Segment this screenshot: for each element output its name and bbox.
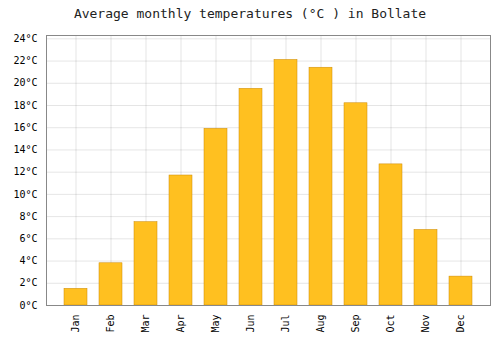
svg-text:May: May	[210, 315, 221, 333]
svg-text:Jul: Jul	[280, 315, 291, 333]
svg-text:16°C: 16°C	[13, 122, 37, 133]
svg-text:Jun: Jun	[245, 315, 256, 333]
svg-text:24°C: 24°C	[13, 33, 37, 44]
svg-text:12°C: 12°C	[13, 166, 37, 177]
svg-text:Sep: Sep	[350, 315, 361, 333]
svg-text:2°C: 2°C	[19, 277, 37, 288]
svg-text:8°C: 8°C	[19, 211, 37, 222]
svg-text:4°C: 4°C	[19, 255, 37, 266]
svg-text:Jan: Jan	[70, 315, 81, 333]
svg-text:10°C: 10°C	[13, 189, 37, 200]
svg-text:0°C: 0°C	[19, 300, 37, 311]
svg-text:Oct: Oct	[385, 315, 396, 333]
svg-text:Feb: Feb	[105, 315, 116, 333]
svg-text:22°C: 22°C	[13, 55, 37, 66]
svg-text:Dec: Dec	[455, 315, 466, 333]
svg-text:Aug: Aug	[315, 315, 326, 333]
svg-text:14°C: 14°C	[13, 144, 37, 155]
svg-text:Mar: Mar	[140, 315, 151, 333]
svg-text:6°C: 6°C	[19, 233, 37, 244]
svg-text:Nov: Nov	[420, 315, 431, 333]
svg-text:20°C: 20°C	[13, 77, 37, 88]
svg-text:Apr: Apr	[175, 315, 186, 333]
svg-text:18°C: 18°C	[13, 100, 37, 111]
html-text:Average monthly temperatures (: Average monthly temperatures (°C ) in Bo…	[73, 6, 427, 21]
